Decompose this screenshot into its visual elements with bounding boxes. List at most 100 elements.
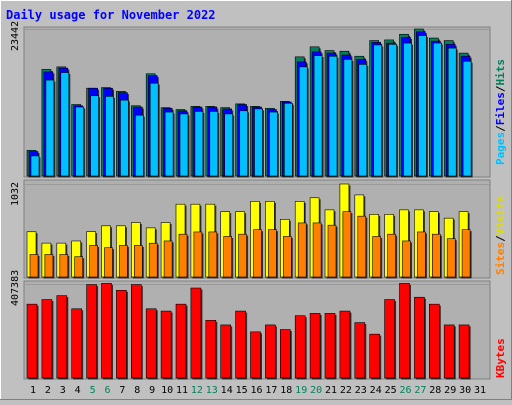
bar-hits-pages-day-11 (179, 113, 189, 177)
bar-visits-sites-day-18 (282, 236, 292, 278)
x-tick-label-day-19: 19 (295, 385, 307, 396)
bar-kbytes-kbytes-day-23 (354, 322, 366, 379)
bar-hits-pages-day-29 (447, 47, 457, 177)
bar-visits-sites-day-27 (417, 231, 426, 278)
bar-hits-pages-day-19 (298, 66, 308, 177)
bar-visits-sites-day-30 (461, 229, 471, 278)
x-tick-label-day-24: 24 (370, 385, 382, 396)
x-tick-label-day-14: 14 (221, 385, 233, 396)
bar-visits-sites-day-19 (297, 222, 307, 278)
bar-visits-sites-day-8 (134, 245, 143, 278)
bar-visits-sites-day-15 (238, 233, 247, 278)
legend-hits: Hits (494, 59, 507, 86)
bar-kbytes-kbytes-day-24 (369, 333, 381, 379)
x-tick-label-day-18: 18 (280, 385, 292, 396)
x-tick-label-day-25: 25 (385, 385, 397, 396)
bar-hits-pages-day-12 (194, 111, 204, 177)
bar-kbytes-kbytes-day-18 (279, 329, 291, 379)
bar-visits-sites-day-2 (44, 254, 54, 278)
bar-visits-sites-day-12 (193, 231, 203, 278)
bar-visits-sites-day-16 (253, 229, 262, 278)
x-tick-label-day-29: 29 (444, 385, 456, 396)
bar-hits-pages-day-2 (45, 79, 55, 177)
bar-kbytes-kbytes-day-21 (324, 313, 336, 379)
legend-sites: Sites (494, 242, 507, 275)
bar-kbytes-kbytes-day-26 (399, 283, 410, 379)
bar-hits-pages-day-6 (105, 96, 114, 177)
x-tick-label-day-20: 20 (310, 385, 322, 396)
bar-kbytes-kbytes-day-25 (384, 299, 395, 379)
graph-title: Daily usage for November 2022 (6, 8, 216, 22)
bar-kbytes-kbytes-day-12 (190, 287, 202, 379)
bar-hits-pages-day-1 (30, 155, 40, 177)
x-tick-label-day-9: 9 (149, 385, 155, 396)
y-max-labels: 23442 1032 407383 (10, 21, 21, 306)
bar-visits-sites-day-24 (372, 236, 382, 278)
bar-visits-sites-day-28 (431, 233, 441, 278)
legend-sep-2: / (494, 85, 507, 92)
bar-visits-sites-day-10 (163, 240, 173, 278)
bar-hits-pages-day-10 (164, 111, 174, 177)
bar-kbytes-kbytes-day-2 (41, 299, 53, 379)
x-tick-labels: 1 2 3 4 5 6 7 8 9 10 11 12 13 14 15 16 17 18 19 20 21 22 23 24 2… (30, 385, 486, 396)
bar-hits-pages-day-4 (75, 106, 84, 177)
x-tick-label-day-27: 27 (414, 385, 426, 396)
bar-visits-sites-day-21 (327, 224, 337, 278)
bar-kbytes-kbytes-day-3 (56, 295, 68, 379)
bar-kbytes-kbytes-day-4 (71, 308, 82, 379)
x-tick-label-day-16: 16 (250, 385, 262, 396)
x-tick-label-day-5: 5 (90, 385, 96, 396)
legend-hits-panel: Pages/Files/Hits (494, 59, 507, 165)
bar-hits-pages-day-8 (135, 114, 144, 177)
bar-hits-pages-day-7 (120, 99, 129, 177)
bar-kbytes-kbytes-day-27 (414, 296, 425, 379)
panel-kbytes-ymax-label: 407383 (10, 270, 21, 306)
bar-hits-pages-day-3 (60, 72, 70, 177)
bar-visits-sites-day-26 (402, 240, 411, 278)
bar-kbytes-kbytes-day-19 (294, 315, 306, 379)
bar-hits-pages-day-25 (388, 44, 397, 177)
bar-hits-pages-day-16 (254, 108, 263, 177)
x-tick-label-day-1: 1 (30, 385, 36, 396)
bar-visits-sites-day-1 (29, 254, 39, 278)
bar-visits-sites-day-7 (119, 245, 128, 278)
bar-kbytes-kbytes-day-30 (458, 324, 470, 379)
bar-visits-sites-day-13 (208, 231, 218, 278)
legend-files: Files (494, 92, 507, 125)
x-tick-label-day-10: 10 (161, 385, 173, 396)
x-tick-label-day-23: 23 (355, 385, 367, 396)
bar-hits-pages-day-26 (403, 42, 412, 177)
x-tick-label-day-8: 8 (134, 385, 140, 396)
x-tick-label-day-7: 7 (119, 385, 125, 396)
bar-kbytes-kbytes-day-17 (265, 324, 276, 379)
bar-hits-pages-day-22 (343, 59, 353, 177)
bar-hits-pages-day-28 (432, 42, 442, 177)
x-tick-label-day-22: 22 (340, 385, 352, 396)
bar-visits-sites-day-3 (59, 254, 69, 278)
bar-kbytes-kbytes-day-5 (86, 284, 97, 379)
bar-kbytes-kbytes-day-29 (443, 324, 455, 379)
bar-hits-pages-day-21 (328, 55, 338, 177)
bar-marks (26, 28, 473, 380)
x-tick-label-day-6: 6 (104, 385, 110, 396)
x-tick-label-day-28: 28 (429, 385, 441, 396)
legend-visits: Visits (494, 196, 507, 236)
x-tick-label-day-12: 12 (191, 385, 203, 396)
bar-kbytes-kbytes-day-9 (145, 308, 157, 379)
legend-sep-3: / (494, 235, 507, 242)
x-tick-label-day-21: 21 (325, 385, 337, 396)
bar-visits-sites-day-25 (387, 233, 396, 278)
panel-visits-ymax-label: 1032 (10, 182, 21, 206)
legend-visits-panel: Sites/Visits (494, 196, 507, 276)
bar-kbytes-kbytes-day-15 (235, 310, 246, 379)
bar-hits-pages-day-15 (239, 110, 248, 177)
x-tick-label-day-4: 4 (75, 385, 81, 396)
bar-visits-sites-day-6 (104, 247, 113, 278)
bar-visits-sites-day-9 (148, 242, 158, 278)
bar-hits-pages-day-9 (149, 82, 159, 177)
bar-hits-pages-day-17 (269, 111, 278, 177)
x-tick-label-day-2: 2 (45, 385, 51, 396)
x-tick-label-day-17: 17 (265, 385, 277, 396)
